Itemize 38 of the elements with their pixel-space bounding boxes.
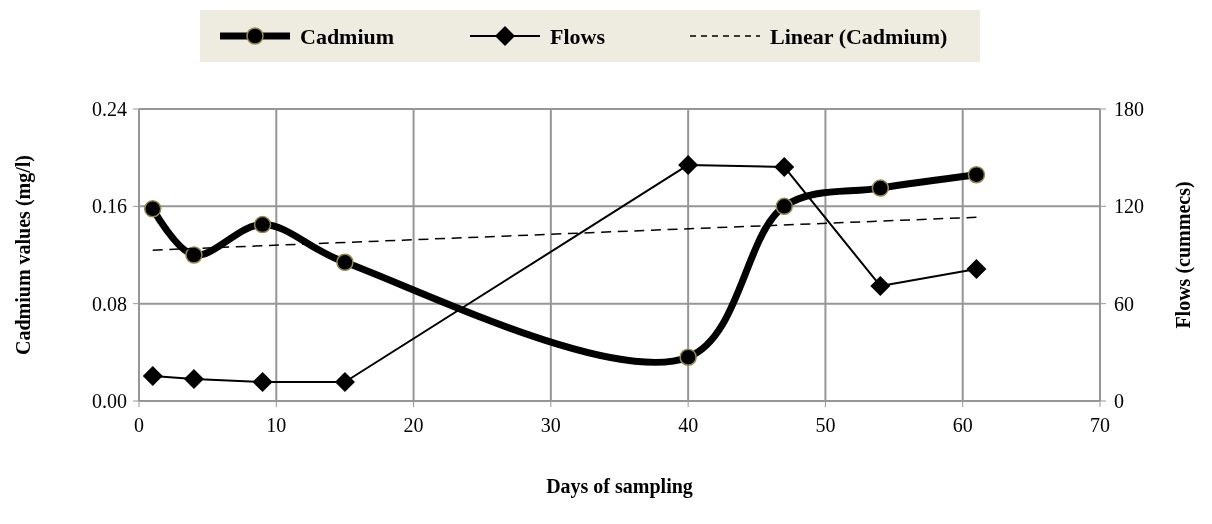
x-tick-label: 0	[134, 414, 144, 436]
y2-tick-label: 60	[1114, 292, 1134, 315]
y-tick-label: 0.24	[92, 98, 127, 120]
point	[775, 197, 793, 216]
legend-label: Flows	[550, 24, 606, 49]
point	[336, 253, 354, 272]
point	[967, 165, 986, 184]
x-axis-title: Days of sampling	[546, 475, 693, 498]
point	[142, 366, 163, 387]
x-tick-label: 20	[403, 414, 424, 436]
point	[183, 368, 204, 389]
y2-tick-label: 120	[1114, 195, 1144, 218]
x-tick-label: 60	[952, 414, 973, 436]
y2-tick-label: 0	[1114, 390, 1124, 412]
point	[871, 179, 890, 197]
point	[870, 275, 891, 296]
point	[678, 154, 699, 175]
x-tick-label: 70	[1090, 414, 1110, 436]
legend-label: Cadmium	[300, 24, 395, 49]
point	[143, 200, 162, 218]
y-axis-title: Cadmium values (mg/l)	[12, 155, 35, 355]
x-tick-label: 10	[266, 414, 287, 436]
point	[774, 156, 795, 177]
y-tick-label: 0.00	[92, 390, 127, 412]
point	[253, 215, 272, 234]
x-tick-label: 30	[540, 414, 561, 436]
y-tick-label: 0.08	[92, 292, 127, 315]
y-tick-label: 0.16	[92, 195, 127, 218]
point	[679, 348, 697, 366]
point	[334, 372, 355, 393]
legend-label: Linear (Cadmium)	[770, 24, 948, 49]
x-tick-label: 50	[815, 414, 836, 436]
point	[252, 372, 273, 393]
y2-axis-title: Flows (cummecs)	[1172, 181, 1195, 329]
x-tick-label: 40	[678, 414, 699, 436]
point	[966, 258, 987, 279]
point	[185, 246, 203, 264]
y2-tick-label: 180	[1114, 98, 1144, 120]
